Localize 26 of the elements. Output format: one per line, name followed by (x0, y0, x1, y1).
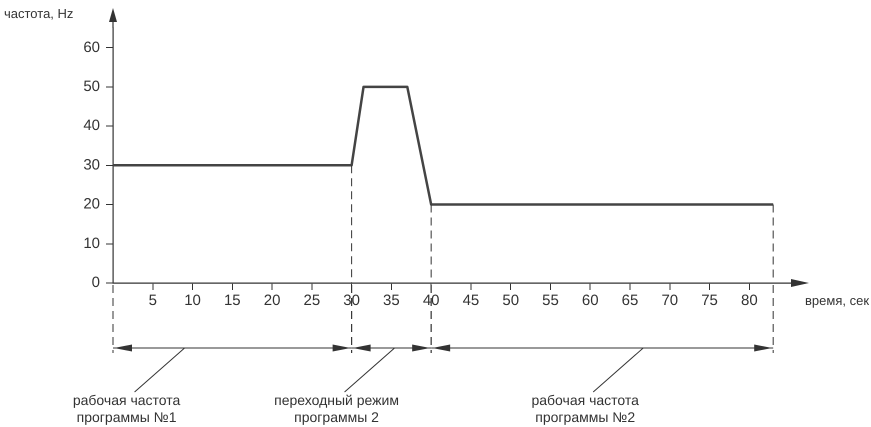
x-tick-label: 15 (224, 292, 241, 310)
x-tick-label: 20 (264, 292, 280, 310)
text: рабочая частота программы №1 (72, 392, 180, 426)
x-tick-label: 45 (462, 292, 480, 310)
y-tick-label: 60 (83, 38, 100, 56)
y-axis-title: частота, Hz (4, 6, 74, 21)
text: рабочая частота программы №2 (531, 392, 639, 426)
x-tick-label: 60 (582, 292, 599, 310)
x-tick-label: 35 (383, 292, 400, 310)
x-tick-label: 65 (622, 292, 638, 310)
y-tick-label: 50 (83, 78, 100, 95)
text: переходный режим программы 2 (274, 392, 399, 426)
y-tick-label: 10 (83, 234, 100, 252)
y-tick-label: 20 (83, 196, 100, 213)
y-tick-label: 40 (83, 117, 100, 134)
x-tick-label: 55 (542, 292, 559, 310)
x-tick-label: 75 (701, 292, 718, 310)
x-axis-title: время, сек (805, 293, 869, 308)
x-tick-label: 25 (304, 292, 320, 310)
x-tick-label: 70 (661, 292, 678, 310)
x-tick-label: 10 (184, 292, 201, 310)
y-tick-label: 0 (92, 274, 100, 292)
y-tick-label: 30 (83, 156, 100, 174)
x-tick-label: 80 (740, 292, 758, 310)
x-tick-label: 50 (502, 292, 520, 310)
x-tick-label: 5 (148, 292, 157, 310)
